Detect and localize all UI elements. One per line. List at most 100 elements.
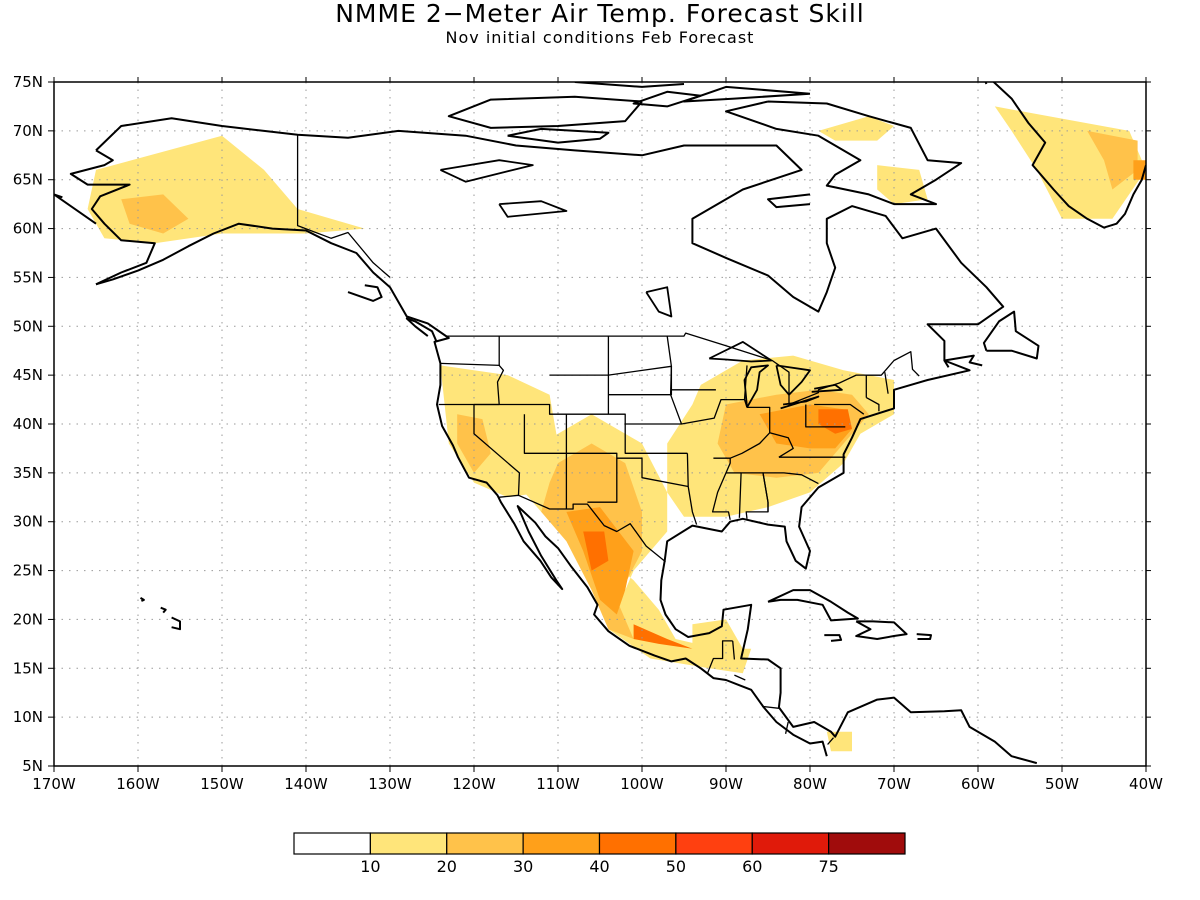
coastline-15 — [767, 589, 859, 622]
border-line-22 — [762, 472, 819, 512]
coastline-7 — [447, 95, 643, 129]
border-line-11 — [440, 362, 501, 367]
skill-region-16 — [818, 116, 894, 141]
border-line-18 — [616, 457, 689, 488]
lat-tick-label: 40N — [13, 415, 43, 433]
coastline-6 — [683, 85, 811, 103]
political-border-layer — [296, 134, 920, 745]
colorbar-swatch-5 — [675, 832, 753, 855]
coastline-3 — [347, 284, 383, 302]
border-line-4 — [732, 640, 736, 660]
lake-outline-0 — [708, 340, 773, 363]
lake-outline-5 — [440, 159, 534, 183]
lat-tick-label: 65N — [13, 171, 43, 189]
lon-tick-label: 110W — [536, 775, 580, 793]
border-line-30 — [865, 374, 882, 398]
lon-tick-label: 170W — [32, 775, 76, 793]
lat-tick-label: 55N — [13, 268, 43, 286]
graticule-layer — [54, 82, 1146, 766]
border-line-17 — [624, 424, 688, 454]
colorbar-label: 75 — [818, 857, 838, 876]
coastline-10 — [632, 90, 702, 108]
skill-region-7 — [583, 531, 609, 571]
lake-outline-4 — [811, 383, 843, 393]
skill-region-12 — [818, 409, 852, 434]
border-line-9 — [438, 398, 745, 425]
colorbar-swatch-6 — [751, 832, 830, 855]
coastline-18 — [916, 633, 932, 640]
lon-tick-label: 70W — [877, 775, 911, 793]
lake-outline-2 — [775, 364, 811, 396]
colorbar-swatch-1 — [369, 832, 448, 855]
border-line-8 — [827, 737, 834, 745]
lon-tick-label: 150W — [200, 775, 244, 793]
skill-region-0 — [87, 135, 365, 244]
border-line-29 — [865, 397, 880, 412]
lat-tick-label: 20N — [13, 610, 43, 628]
lat-tick-label: 30N — [13, 513, 43, 531]
border-line-7 — [784, 721, 789, 734]
border-line-1 — [446, 332, 920, 406]
coastline-9 — [574, 82, 685, 88]
coastline-0 — [95, 117, 1038, 765]
skill-region-1 — [121, 194, 189, 234]
coastline-1 — [95, 222, 828, 757]
coastline-2 — [69, 149, 156, 286]
colorbar-swatch-7 — [828, 832, 906, 855]
lon-tick-label: 40W — [1129, 775, 1163, 793]
lon-tick-label: 140W — [284, 775, 328, 793]
lat-tick-label: 15N — [13, 659, 43, 677]
colorbar-swatch-4 — [598, 832, 677, 855]
skill-region-14 — [1087, 130, 1138, 190]
colorbar-label: 50 — [666, 857, 686, 876]
coastline-5 — [725, 100, 963, 206]
lat-tick-label: 5N — [22, 757, 43, 775]
coastline-14 — [982, 310, 1040, 360]
skill-region-13 — [994, 106, 1146, 219]
coastline-21 — [139, 597, 145, 602]
lat-tick-label: 75N — [13, 73, 43, 91]
border-line-15 — [607, 336, 672, 376]
skill-shading-layer — [87, 106, 1146, 752]
skill-region-3 — [457, 414, 491, 473]
colorbar-label: 10 — [360, 857, 380, 876]
border-line-13 — [549, 374, 610, 415]
border-line-5 — [734, 674, 746, 681]
border-line-3 — [706, 640, 733, 674]
lon-tick-label: 50W — [1045, 775, 1079, 793]
colorbar-label: 20 — [437, 857, 457, 876]
lon-tick-label: 60W — [961, 775, 995, 793]
skill-region-8 — [633, 624, 693, 649]
border-line-10 — [473, 336, 521, 496]
lon-tick-label: 80W — [793, 775, 827, 793]
coastline-16 — [855, 620, 908, 640]
lon-tick-label: 90W — [709, 775, 743, 793]
lon-tick-label: 120W — [452, 775, 496, 793]
colorbar-swatch-3 — [522, 832, 601, 855]
border-line-20 — [711, 457, 731, 520]
border-line-28 — [814, 403, 865, 415]
colorbar: 10 20 30 40 50 60 75 — [293, 832, 906, 876]
border-line-19 — [686, 453, 698, 525]
lat-tick-label: 35N — [13, 464, 43, 482]
coastline-20 — [160, 606, 167, 614]
colorbar-label: 40 — [589, 857, 609, 876]
coastline-layer — [54, 82, 1146, 765]
border-line-27 — [805, 404, 846, 428]
coastline-11 — [767, 193, 811, 209]
border-line-14 — [565, 414, 618, 503]
coastline-13 — [943, 354, 983, 368]
border-line-32 — [743, 365, 748, 408]
lake-outline-7 — [645, 286, 673, 318]
lat-tick-label: 60N — [13, 220, 43, 238]
coastline-4 — [405, 317, 438, 342]
colorbar-label: 30 — [513, 857, 533, 876]
map-subtitle: Nov initial conditions Feb Forecast — [445, 28, 755, 47]
border-line-33 — [666, 336, 683, 425]
skill-region-19 — [826, 731, 852, 752]
lon-tick-label: 130W — [368, 775, 412, 793]
border-line-26 — [747, 406, 771, 433]
coastline-12 — [984, 82, 1146, 229]
lat-tick-label: 50N — [13, 317, 43, 335]
